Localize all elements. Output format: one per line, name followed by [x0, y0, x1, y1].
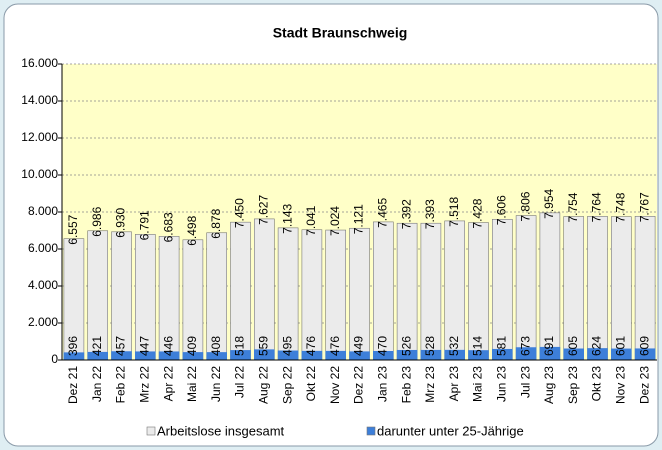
data-label: 7.627: [256, 195, 270, 225]
data-label: 609: [637, 336, 651, 356]
data-label: 605: [566, 336, 580, 356]
data-label: 7.748: [613, 192, 627, 222]
data-label: 457: [114, 336, 128, 356]
data-label: 514: [471, 336, 485, 356]
x-tick-label: Jun 22: [209, 366, 223, 402]
data-label: 408: [209, 336, 223, 356]
data-label: 6.557: [66, 214, 80, 244]
x-tick-label: Apr 23: [447, 366, 461, 402]
x-tick-label: Aug 22: [256, 366, 270, 404]
x-tick-label: Mrz 23: [423, 366, 437, 403]
data-label: 7.121: [352, 204, 366, 234]
data-label: 7.393: [423, 199, 437, 229]
data-label: 673: [518, 336, 532, 356]
x-tick-label: Feb 22: [114, 366, 128, 404]
data-label: 7.143: [280, 203, 294, 233]
x-tick-label: Jun 23: [494, 366, 508, 402]
data-label: 601: [613, 336, 627, 356]
data-label: 7.392: [399, 199, 413, 229]
legend-swatch: [146, 426, 156, 436]
data-label: 7.450: [233, 198, 247, 228]
x-tick-label: Aug 23: [542, 366, 556, 404]
y-tick-label: 8.000: [28, 204, 58, 218]
data-label: 581: [494, 336, 508, 356]
data-label: 421: [90, 336, 104, 356]
y-tick-label: 0: [51, 352, 58, 366]
x-tick-label: Sep 23: [566, 366, 580, 404]
data-label: 470: [375, 336, 389, 356]
x-tick-label: Apr 22: [161, 366, 175, 402]
chart-title: Stadt Braunschweig: [273, 25, 408, 41]
data-label: 7.806: [518, 191, 532, 221]
x-tick-label: Feb 23: [399, 366, 413, 404]
data-label: 6.878: [209, 208, 223, 238]
y-tick-label: 2.000: [28, 315, 58, 329]
data-label: 7.606: [494, 195, 508, 225]
x-tick-label: Dez 22: [352, 366, 366, 404]
x-tick-label: Jul 23: [518, 366, 532, 398]
y-tick-label: 14.000: [21, 93, 58, 107]
data-label: 559: [256, 336, 270, 356]
legend-label: darunter unter 25-Jährige: [377, 423, 524, 438]
x-tick-label: Sep 22: [280, 366, 294, 404]
data-label: 7.754: [566, 192, 580, 222]
x-tick-label: Mai 22: [185, 366, 199, 402]
data-label: 495: [280, 336, 294, 356]
y-tick-label: 6.000: [28, 241, 58, 255]
data-label: 7.041: [304, 205, 318, 235]
data-label: 7.518: [447, 197, 461, 227]
y-tick-label: 12.000: [21, 130, 58, 144]
data-label: 6.986: [90, 206, 104, 236]
data-label: 526: [399, 336, 413, 356]
x-tick-label: Jul 22: [233, 366, 247, 398]
data-label: 446: [161, 336, 175, 356]
data-label: 6.498: [185, 215, 199, 245]
data-label: 6.683: [161, 212, 175, 242]
data-label: 7.767: [637, 192, 651, 222]
legend-label: Arbeitslose insgesamt: [157, 423, 285, 438]
y-tick-label: 10.000: [21, 167, 58, 181]
x-tick-label: Dez 23: [637, 366, 651, 404]
x-tick-label: Jan 22: [90, 366, 104, 402]
data-label: 518: [233, 336, 247, 356]
x-tick-label: Okt 23: [590, 366, 604, 402]
data-label: 409: [185, 336, 199, 356]
data-label: 6.930: [114, 207, 128, 237]
x-tick-label: Dez 21: [66, 366, 80, 404]
data-label: 7.024: [328, 206, 342, 236]
data-label: 528: [423, 336, 437, 356]
data-label: 447: [137, 336, 151, 356]
y-tick-label: 16.000: [21, 56, 58, 70]
legend-swatch: [366, 426, 376, 436]
x-tick-label: Nov 22: [328, 366, 342, 404]
data-label: 476: [304, 336, 318, 356]
x-tick-label: Mrz 22: [137, 366, 151, 403]
data-label: 624: [590, 336, 604, 356]
data-label: 7.764: [590, 192, 604, 222]
data-label: 449: [352, 336, 366, 356]
data-label: 7.954: [542, 188, 556, 218]
x-tick-label: Okt 22: [304, 366, 318, 402]
data-label: 7.428: [471, 198, 485, 228]
data-label: 7.465: [375, 198, 389, 228]
data-label: 476: [328, 336, 342, 356]
data-label: 396: [66, 336, 80, 356]
y-tick-label: 4.000: [28, 278, 58, 292]
data-label: 532: [447, 336, 461, 356]
data-label: 691: [542, 336, 556, 356]
x-tick-label: Mai 23: [471, 366, 485, 402]
x-tick-label: Jan 23: [375, 366, 389, 402]
x-tick-label: Nov 23: [613, 366, 627, 404]
data-label: 6.791: [137, 210, 151, 240]
